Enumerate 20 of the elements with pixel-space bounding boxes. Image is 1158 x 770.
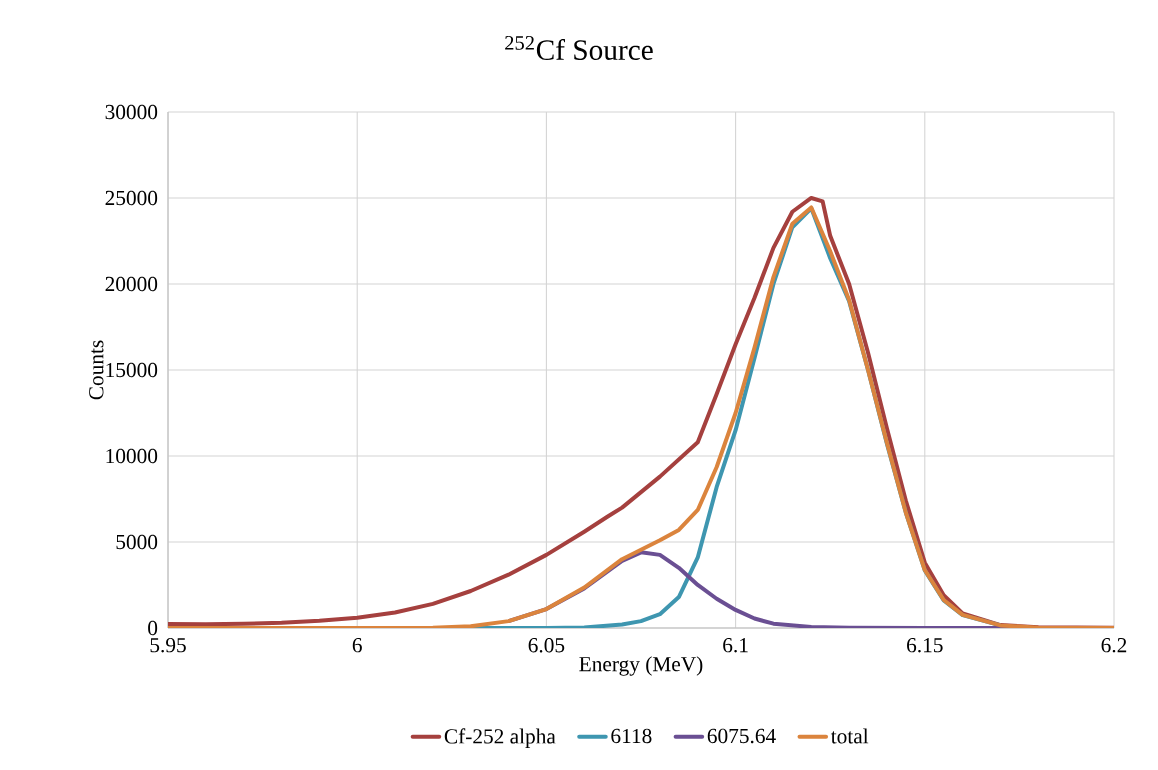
x-tick-label: 6.05 [528, 638, 565, 653]
x-tick-label: 6.15 [907, 638, 943, 653]
legend-label: Cf-252 alpha [444, 728, 556, 748]
y-tick-label: 0 [148, 620, 158, 636]
chart-title: $^{252}$Cf Source [505, 36, 653, 60]
legend-label: total [830, 728, 869, 744]
y-tick-label: 25000 [105, 190, 158, 206]
y-tick-label: 15000 [106, 362, 158, 378]
y-tick-label: 10000 [106, 448, 158, 464]
x-tick-label: 6 [352, 638, 362, 653]
y-tick-label: 5000 [116, 534, 158, 550]
x-tick-label: 5.95 [150, 638, 186, 653]
legend-label: 6075.64 [707, 728, 776, 744]
x-axis-title: Energy (MeV) [579, 656, 703, 676]
y-tick-label: 20000 [105, 276, 158, 292]
y-tick-label: 30000 [105, 104, 158, 120]
legend-label: 6118 [611, 728, 652, 744]
x-tick-label: 6.2 [1101, 638, 1127, 653]
y-axis-title: Counts [89, 340, 104, 400]
x-tick-label: 6.1 [723, 638, 748, 653]
